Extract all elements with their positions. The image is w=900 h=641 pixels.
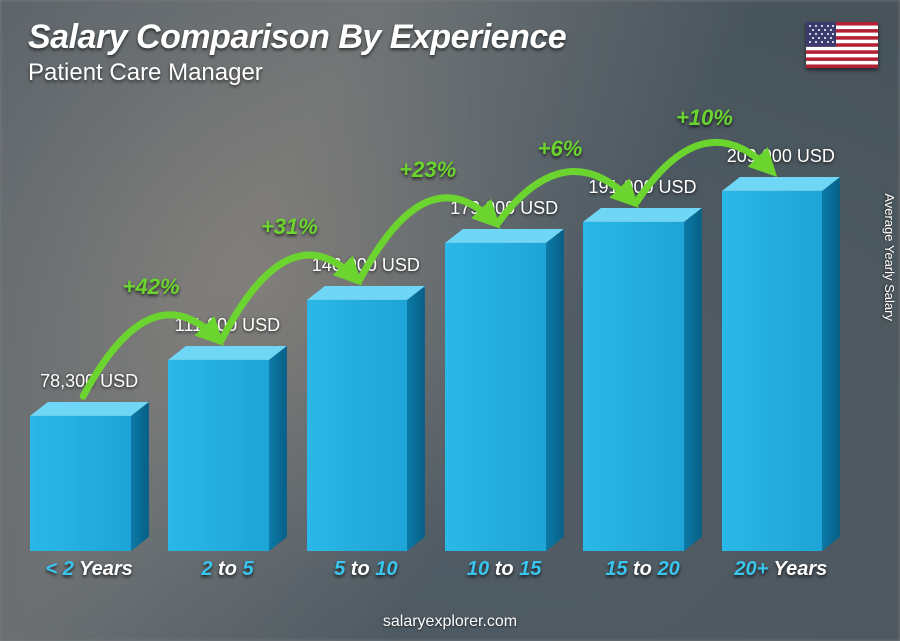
- increase-arc-label: +6%: [538, 136, 583, 162]
- increase-arc-label: +23%: [399, 157, 456, 183]
- x-axis-label: 20+ Years: [722, 558, 840, 581]
- bar-top-face: [168, 346, 286, 360]
- bar-front-face: [722, 191, 823, 551]
- increase-arc-label: +31%: [261, 214, 318, 240]
- bar-top-face: [583, 208, 701, 222]
- bar-value-label: 209,000 USD: [727, 146, 835, 167]
- bar-side-face: [684, 208, 702, 551]
- bar-slot: 209,000 USD: [722, 191, 840, 551]
- bar-front-face: [30, 416, 131, 551]
- bar-top-face: [445, 229, 563, 243]
- bar-slot: 179,000 USD: [445, 243, 563, 551]
- bar-value-label: 191,000 USD: [588, 177, 696, 198]
- bar-top-face: [30, 402, 148, 416]
- x-axis-label: 5 to 10: [307, 558, 425, 581]
- bar-side-face: [546, 229, 564, 551]
- bar-slot: 111,000 USD: [168, 360, 286, 551]
- bar-side-face: [822, 177, 840, 551]
- us-flag-icon: [806, 22, 878, 68]
- bar-front-face: [307, 300, 408, 551]
- footer-attribution: salaryexplorer.com: [0, 613, 900, 631]
- bar-side-face: [131, 402, 149, 551]
- bar-slot: 78,300 USD: [30, 416, 148, 551]
- bar: 111,000 USD: [168, 360, 286, 551]
- bar: 78,300 USD: [30, 416, 148, 551]
- bar: 179,000 USD: [445, 243, 563, 551]
- chart-area: 78,300 USD 111,000 USD 146,000 USD 179,0…: [30, 100, 840, 581]
- bar-value-label: 146,000 USD: [312, 255, 420, 276]
- increase-arc-label: +42%: [123, 274, 180, 300]
- xlabels-container: < 2 Years 2 to 5 5 to 10 10 to 15 15 to 20 20…: [30, 558, 840, 581]
- bar-side-face: [269, 346, 287, 551]
- x-axis-label: < 2 Years: [30, 558, 148, 581]
- bar-top-face: [722, 177, 840, 191]
- x-axis-label: 15 to 20: [583, 558, 701, 581]
- chart-subtitle: Patient Care Manager: [28, 59, 566, 87]
- bar: 191,000 USD: [583, 222, 701, 551]
- bar-front-face: [583, 222, 684, 551]
- bar-value-label: 78,300 USD: [40, 371, 138, 392]
- title-block: Salary Comparison By Experience Patient …: [28, 18, 566, 87]
- y-axis-label: Average Yearly Salary: [883, 193, 898, 321]
- x-axis-label: 2 to 5: [168, 558, 286, 581]
- bar-front-face: [445, 243, 546, 551]
- bar-top-face: [307, 286, 425, 300]
- bar-slot: 146,000 USD: [307, 300, 425, 551]
- bar-value-label: 179,000 USD: [450, 198, 558, 219]
- bars-container: 78,300 USD 111,000 USD 146,000 USD 179,0…: [30, 131, 840, 551]
- increase-arc-label: +10%: [676, 105, 733, 131]
- bar: 209,000 USD: [722, 191, 840, 551]
- x-axis-label: 10 to 15: [445, 558, 563, 581]
- bar-side-face: [407, 286, 425, 551]
- bar-slot: 191,000 USD: [583, 222, 701, 551]
- chart-title: Salary Comparison By Experience: [28, 18, 566, 57]
- bar: 146,000 USD: [307, 300, 425, 551]
- bar-front-face: [168, 360, 269, 551]
- bar-value-label: 111,000 USD: [175, 315, 280, 336]
